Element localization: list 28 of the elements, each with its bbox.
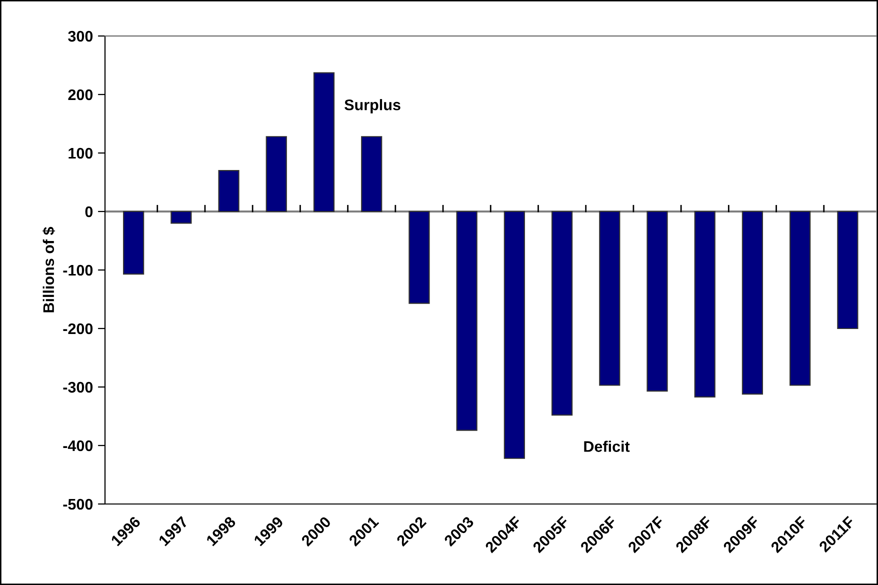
y-tick-label: -100 (63, 264, 93, 276)
y-tick-label: -300 (63, 382, 93, 393)
y-tick-label: 100 (68, 148, 93, 159)
bar (694, 210, 716, 398)
bar (790, 210, 811, 386)
bar (551, 210, 573, 416)
bar (742, 210, 764, 395)
y-axis-title: Billions of $ (42, 226, 56, 312)
bar (361, 136, 382, 212)
bar (170, 210, 192, 224)
bar (837, 210, 858, 330)
bar (218, 170, 240, 212)
y-tick-label: -500 (63, 498, 93, 510)
bar (646, 210, 668, 392)
bar (408, 210, 430, 304)
y-tick-label: 200 (68, 89, 93, 100)
bar (504, 210, 525, 459)
bar (313, 72, 335, 212)
bar (456, 210, 478, 431)
bar (123, 210, 144, 275)
y-tick-label: -400 (63, 440, 93, 452)
y-tick-label: -200 (63, 323, 93, 334)
annotation: Surplus (344, 99, 400, 114)
annotation: Deficit (584, 440, 630, 452)
y-tick-label: 300 (68, 30, 93, 42)
bar (599, 210, 620, 386)
bar (266, 136, 287, 212)
y-tick-label: 0 (85, 206, 93, 218)
